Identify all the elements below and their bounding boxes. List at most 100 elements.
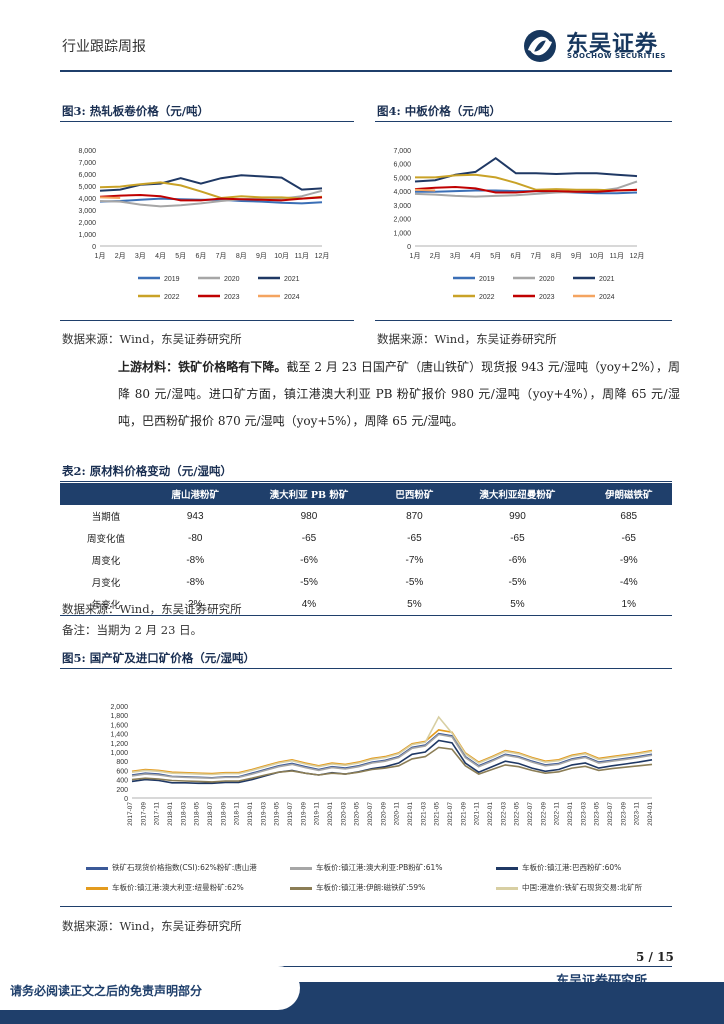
logo-name: 东吴证券 [566,32,659,57]
legend-label: 中国:港准价:铁矿石现货交易:北矿所 [522,883,643,892]
legend-label: 车板价:镇江港:巴西粉矿:60% [522,863,622,872]
table-cell: 870 [406,510,423,522]
row-header: 月变化 [91,578,121,589]
table-cell: -8% [186,576,205,588]
report-category: 行业跟踪周报 [62,39,146,55]
x-tick-label: 2017-09 [140,802,147,826]
x-tick-label: 1月 [95,252,106,260]
x-tick-label: 2020-11 [394,802,401,826]
x-tick-label: 2024-01 [647,802,654,826]
x-tick-label: 2月 [430,252,441,260]
x-tick-label: 2021-01 [407,802,414,826]
table-header-cell: 澳大利亚 PB 粉矿 [238,483,380,505]
x-tick-label: 2019-01 [247,802,254,826]
series-line-2024 [99,196,121,199]
disclaimer: 请务必阅读正文之后的免责声明部分 [10,984,203,998]
series-line [131,729,653,775]
legend-label-2019: 2019 [164,276,180,283]
table-row: 月变化 -8% -5% -5% -5% -4% [60,571,672,593]
y-tick-label: 6,000 [393,162,411,169]
paragraph-lead: 上游材料：铁矿价格略有下降。 [118,360,287,374]
y-tick-label: 1,800 [110,713,128,720]
y-tick-label: 7,000 [78,160,96,167]
x-tick-label: 2020-01 [327,802,334,826]
y-tick-label: 1,600 [110,722,128,729]
raw-material-table: 唐山港粉矿 澳大利亚 PB 粉矿 巴西粉矿 澳大利亚纽曼粉矿 伊朗磁铁矿 当期值… [60,483,672,616]
y-tick-label: 4,000 [393,189,411,196]
x-tick-label: 12月 [315,252,330,260]
fig4-title: 图4: 中板价格（元/吨） [377,104,501,118]
series-line-2021 [99,174,323,192]
fig4-rule [375,121,672,122]
series-line [131,746,653,783]
legend-label-2020: 2020 [224,276,240,283]
x-tick-label: 2023-09 [620,802,627,826]
x-tick-label: 3月 [135,252,146,260]
x-tick-label: 2020-05 [354,802,361,826]
x-tick-label: 12月 [630,252,645,260]
legend-label: 车板价:镇江港:伊朗:磁铁矿:59% [316,883,426,892]
footer-tab [0,966,300,1010]
legend-label-2024: 2024 [599,294,615,301]
legend-swatch [290,866,312,870]
table-cell: 990 [509,510,526,522]
x-tick-label: 2022-05 [514,802,521,826]
x-tick-label: 2018-03 [180,802,187,826]
table-cell: -8% [186,554,205,566]
fig3-chart: 8,000 7,000 6,000 5,000 4,000 3,000 2,000 1,000… [78,148,330,301]
x-tick-label: 2018-05 [194,802,201,826]
x-tick-label: 2019-05 [274,802,281,826]
table-cell: -65 [510,532,525,544]
x-tick-label: 2022-09 [540,802,547,826]
fig3-rule [60,121,354,122]
x-tick-label: 2018-07 [207,802,214,826]
table-cell: -7% [405,554,424,566]
table2-source: 数据来源：Wind，东吴证券研究所 [62,602,242,616]
x-tick-label: 7月 [216,252,227,260]
series-line [131,739,653,785]
fig4-chart: 7,000 6,000 5,000 4,000 3,000 2,000 1,000 01月 2月… [393,148,645,301]
y-tick-label: 6,000 [78,172,96,179]
series-line [131,733,653,780]
header-rule [60,70,672,72]
y-tick-label: 3,000 [78,208,96,215]
y-tick-label: 1,200 [110,741,128,748]
table-cell: 1% [585,593,672,616]
x-tick-label: 11月 [610,252,624,260]
y-tick-label: 1,400 [110,732,128,739]
table-cell: -6% [508,554,527,566]
table-cell: -9% [619,554,638,566]
legend-swatch [86,886,108,890]
fig5-legend-item: 车板价:镇江港:巴西粉矿:60% [496,862,621,873]
x-tick-label: 2019-03 [260,802,267,826]
x-tick-label: 2019-11 [314,802,321,826]
y-tick-label: 5,000 [78,184,96,191]
row-header: 年变化 [60,593,152,616]
x-tick-label: 5月 [490,252,501,260]
table-row: 周变化 -8% -6% -7% -6% -9% [60,549,672,571]
table-cell: -80 [187,532,203,544]
x-tick-label: 11月 [295,252,309,260]
x-tick-label: 2023-11 [634,802,641,826]
legend-label-2021: 2021 [284,276,300,283]
x-tick-label: 2021-07 [447,802,454,826]
x-tick-label: 2022-07 [527,802,534,826]
table-cell: 943 [186,510,204,522]
x-tick-label: 2023-03 [580,802,587,826]
fig5-legend-item: 中国:港准价:铁矿石现货交易:北矿所 [496,882,642,893]
y-tick-label: 200 [116,787,128,794]
x-tick-label: 10月 [589,252,604,260]
x-tick-label: 2021-05 [434,802,441,826]
y-tick-label: 3,000 [393,203,411,210]
y-tick-label: 800 [116,759,128,766]
table-cell: -4% [619,576,638,588]
legend-label: 车板价:镇江港:澳大利亚:纽曼粉矿:62% [112,883,244,892]
y-tick-label: 1,000 [393,230,411,237]
series-line-2022 [415,173,638,192]
table-cell: -5% [508,576,527,588]
x-tick-label: 2018-01 [167,802,174,826]
y-tick-label: 0 [92,244,96,251]
fig5-bottom-rule [60,906,672,907]
y-tick-label: 8,000 [78,148,96,155]
x-tick-label: 2019-09 [300,802,307,826]
